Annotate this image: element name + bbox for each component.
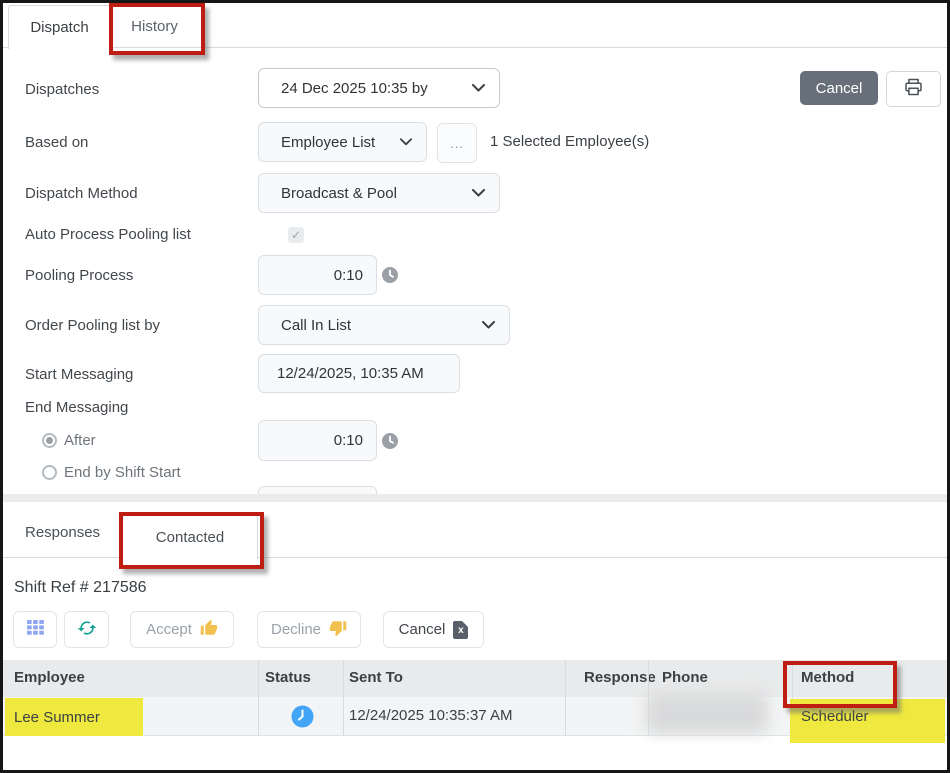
- column-separator: [565, 660, 566, 735]
- method-cell: Scheduler: [801, 708, 869, 725]
- col-header-method[interactable]: Method: [801, 669, 855, 686]
- chevron-down-icon: [472, 189, 485, 197]
- ellipsis-icon: ...: [450, 135, 464, 151]
- order-pooling-select-value: Call In List: [281, 316, 352, 334]
- thumbs-up-icon: [200, 619, 218, 641]
- annotation-box-history: [109, 3, 205, 55]
- start-messaging-input[interactable]: 12/24/2025, 10:35 AM: [258, 354, 460, 393]
- dispatches-label: Dispatches: [25, 81, 100, 98]
- pooling-process-input[interactable]: 0:10: [258, 255, 377, 295]
- dispatch-method-label: Dispatch Method: [25, 185, 138, 202]
- clock-icon[interactable]: [381, 432, 399, 455]
- auto-process-label: Auto Process Pooling list: [25, 226, 191, 243]
- accept-button[interactable]: Accept: [130, 611, 234, 648]
- based-on-label: Based on: [25, 134, 89, 151]
- sent-to-cell: 12/24/2025 10:35:37 AM: [349, 707, 513, 724]
- clipped-input: [258, 486, 377, 495]
- col-header-sent-to[interactable]: Sent To: [349, 669, 403, 686]
- tab-history-label: History: [131, 18, 178, 35]
- end-by-shift-start-radio[interactable]: [42, 465, 57, 480]
- file-cancel-icon: x: [453, 620, 469, 639]
- based-on-select[interactable]: Employee List: [258, 122, 427, 162]
- employee-cell: Lee Summer: [14, 708, 100, 726]
- section-divider: [0, 494, 950, 502]
- column-separator: [648, 660, 649, 735]
- end-by-shift-start-label: End by Shift Start: [64, 464, 181, 481]
- accept-label: Accept: [146, 621, 192, 638]
- col-header-phone[interactable]: Phone: [662, 669, 708, 686]
- grid-view-button[interactable]: [13, 611, 57, 648]
- pooling-process-value: 0:10: [333, 266, 363, 284]
- after-duration-value: 0:10: [333, 432, 363, 449]
- cancel-dispatch-button[interactable]: Cancel: [800, 71, 878, 105]
- column-separator: [792, 660, 793, 735]
- refresh-icon: [77, 618, 97, 642]
- cancel-dispatch-label: Cancel: [815, 79, 863, 97]
- tab-dispatch-label: Dispatch: [30, 19, 89, 36]
- cancel-response-button[interactable]: Cancel x: [383, 611, 484, 648]
- end-messaging-label: End Messaging: [25, 399, 129, 416]
- refresh-button[interactable]: [64, 611, 109, 648]
- printer-icon: [903, 77, 924, 102]
- check-icon: ✓: [290, 228, 302, 242]
- radio-dot: [46, 437, 53, 444]
- column-separator: [258, 660, 259, 735]
- annotation-box-contacted: [119, 512, 264, 569]
- after-duration-input[interactable]: 0:10: [258, 420, 377, 461]
- based-on-select-value: Employee List: [281, 133, 376, 151]
- grid-icon: [26, 619, 45, 640]
- column-separator: [343, 660, 344, 735]
- chevron-down-icon: [400, 138, 412, 146]
- top-tabbar-divider: [3, 47, 947, 48]
- col-header-employee[interactable]: Employee: [14, 669, 85, 686]
- order-pooling-label: Order Pooling list by: [25, 317, 161, 334]
- pooling-process-label: Pooling Process: [25, 267, 134, 284]
- clock-icon[interactable]: [381, 266, 399, 289]
- col-header-status[interactable]: Status: [265, 669, 311, 686]
- tab-dispatch[interactable]: Dispatch: [8, 5, 111, 49]
- thumbs-down-icon: [329, 619, 347, 641]
- dispatches-select[interactable]: 24 Dec 2025 10:35 by: [258, 68, 500, 108]
- tab-history[interactable]: History: [112, 6, 197, 47]
- tab-responses-label: Responses: [25, 524, 101, 541]
- phone-cell-redacted: [646, 693, 768, 734]
- chevron-down-icon: [482, 321, 495, 329]
- responses-tabbar-divider: [3, 557, 947, 558]
- start-messaging-value: 12/24/2025, 10:35 AM: [277, 365, 424, 382]
- dispatch-method-select[interactable]: Broadcast & Pool: [258, 173, 500, 213]
- status-pending-clock-icon[interactable]: [291, 705, 314, 733]
- after-label: After: [64, 432, 96, 449]
- col-header-response[interactable]: Response: [584, 669, 656, 686]
- auto-process-checkbox[interactable]: ✓: [288, 227, 304, 243]
- start-messaging-label: Start Messaging: [25, 366, 134, 383]
- decline-label: Decline: [270, 621, 322, 638]
- selected-employees-count: 1 Selected Employee(s): [490, 133, 650, 150]
- print-button[interactable]: [886, 71, 941, 107]
- decline-button[interactable]: Decline: [257, 611, 361, 648]
- cancel-response-label: Cancel: [398, 621, 446, 638]
- shift-ref-heading: Shift Ref # 217586: [14, 579, 147, 596]
- chevron-down-icon: [472, 84, 485, 92]
- select-employees-more-button[interactable]: ...: [437, 123, 477, 163]
- annotation-box-method: [783, 661, 897, 708]
- after-radio[interactable]: [42, 433, 57, 448]
- dispatch-method-select-value: Broadcast & Pool: [281, 184, 397, 202]
- table-header: [0, 660, 950, 697]
- tab-responses[interactable]: Responses: [25, 524, 100, 541]
- dispatches-select-value: 24 Dec 2025 10:35 by: [281, 79, 428, 97]
- order-pooling-select[interactable]: Call In List: [258, 305, 510, 345]
- tab-contacted-label: Contacted: [155, 529, 225, 546]
- highlight-employee-name: Lee Summer: [5, 698, 143, 736]
